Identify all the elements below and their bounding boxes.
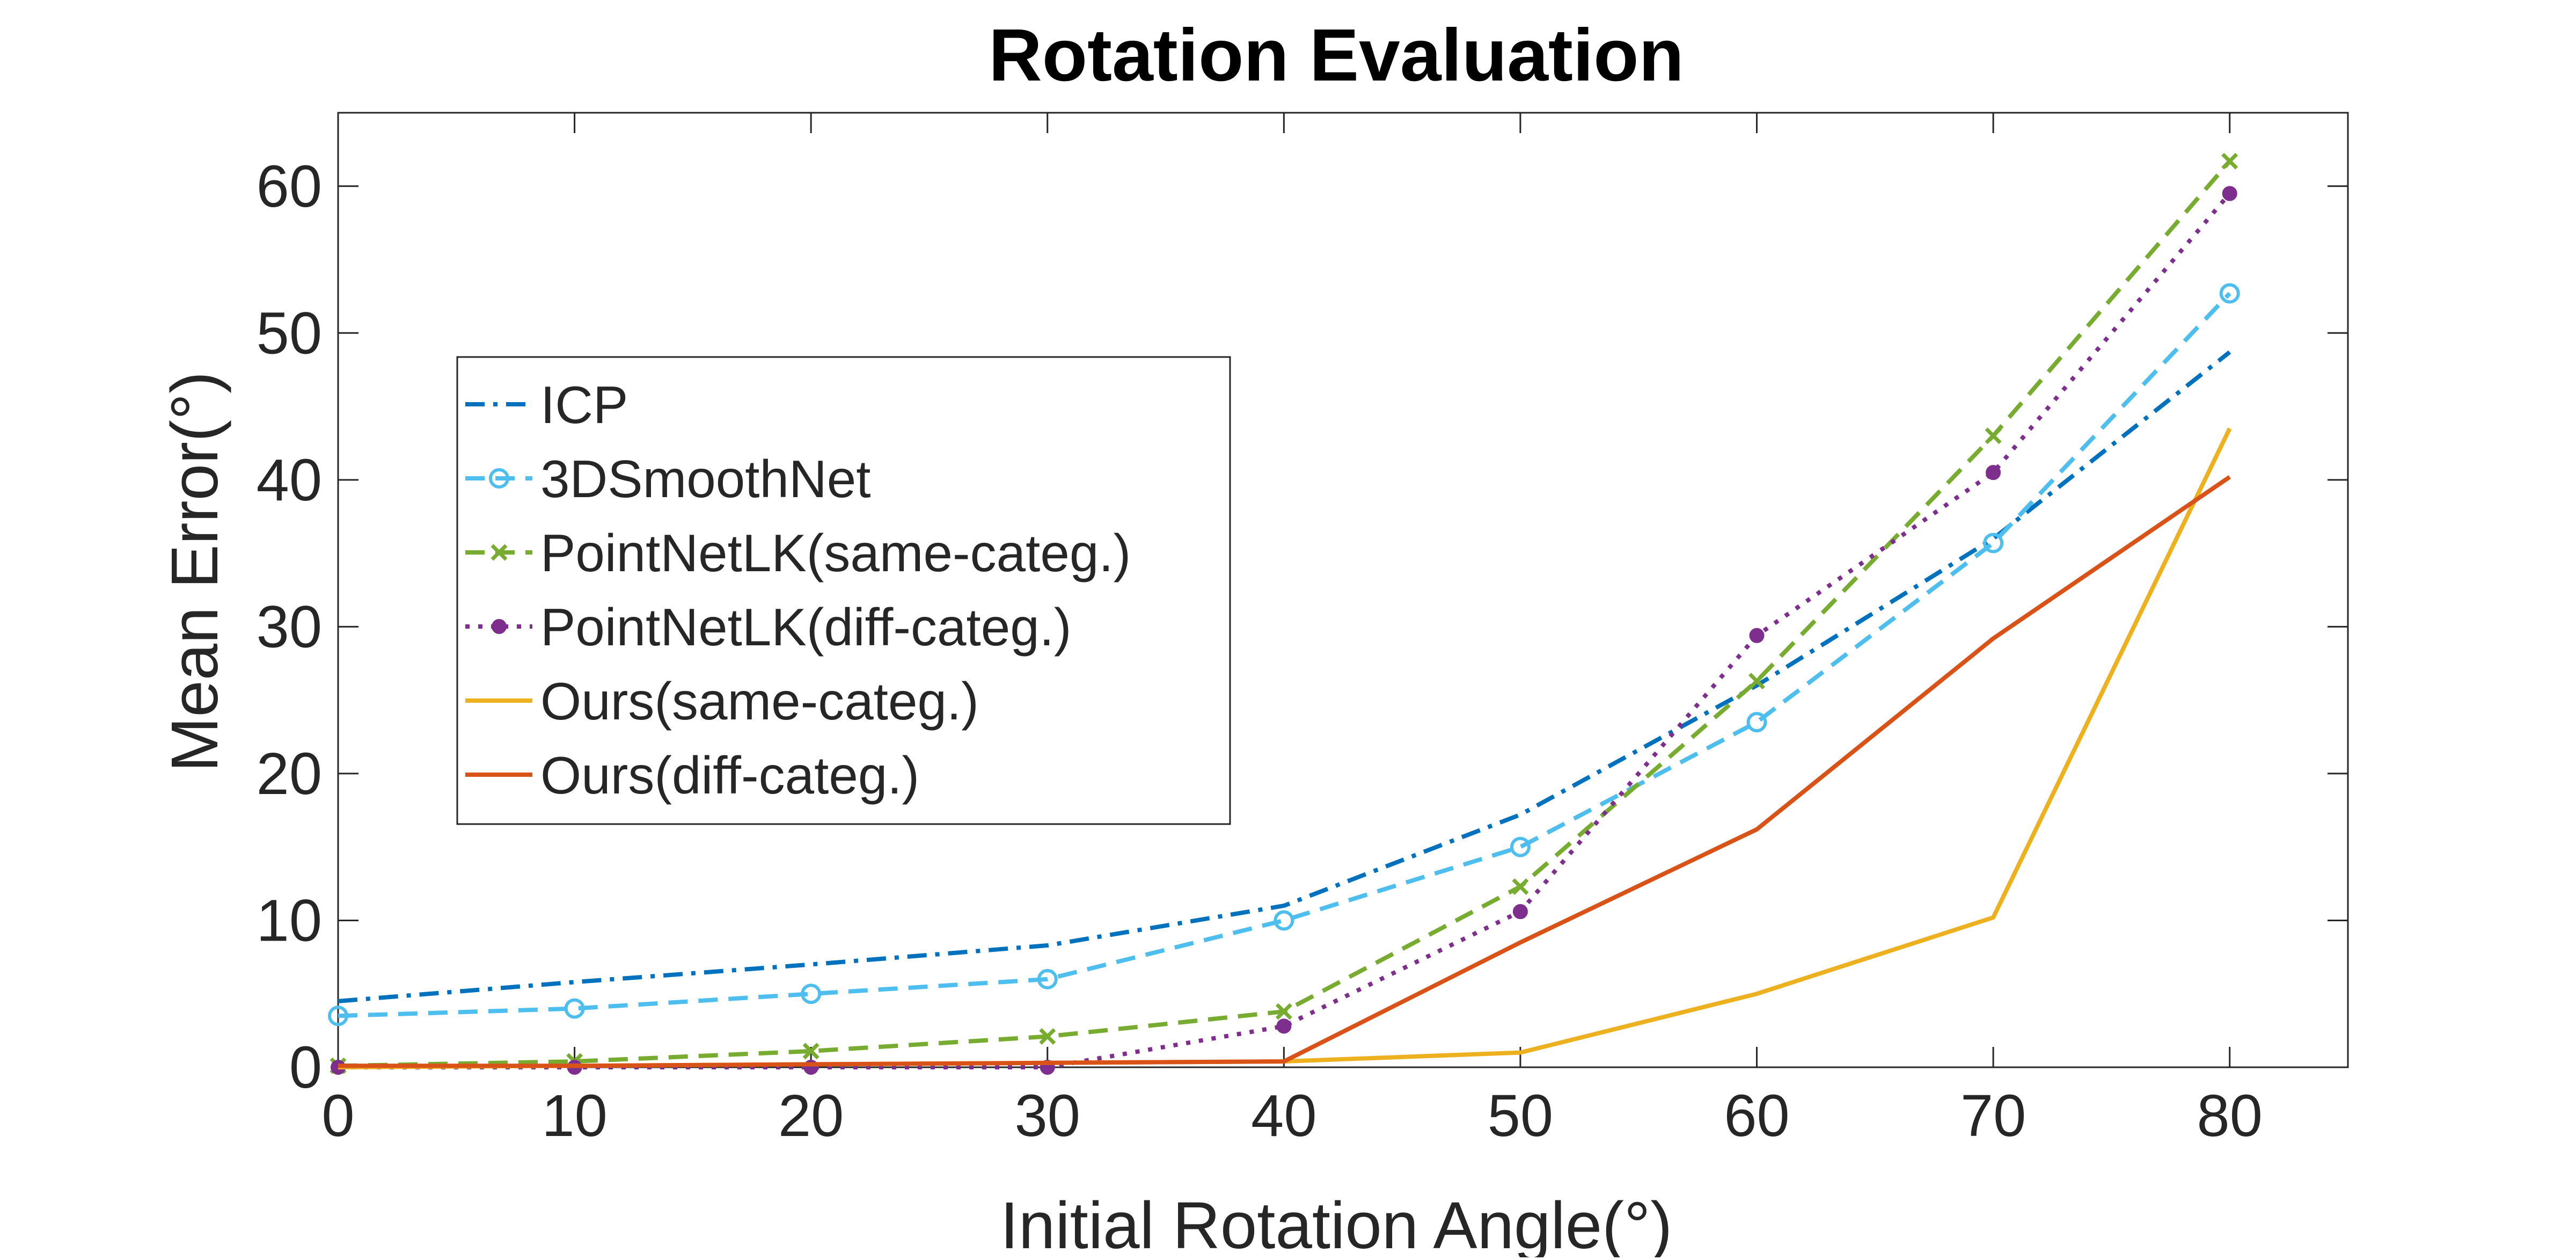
data-point: [1512, 878, 1529, 895]
x-tick-label: 60: [1724, 1083, 1789, 1149]
y-tick-label: 60: [257, 154, 322, 220]
series-3dsmoothnet: [328, 283, 2240, 1026]
y-axis-label: Mean Error(°): [158, 372, 232, 772]
legend-label: 3DSmoothNet: [540, 449, 871, 508]
data-point: [801, 984, 822, 1004]
series-line: [338, 350, 2231, 1003]
x-tick-label: 50: [1488, 1083, 1553, 1149]
legend-label: Ours(diff-categ.): [540, 746, 919, 805]
x-axis-label: Initial Rotation Angle(°): [1000, 1189, 1673, 1257]
data-point: [802, 1043, 819, 1060]
series-line: [338, 475, 2231, 1068]
x-marker-stroke: [491, 544, 508, 561]
x-tick-label: 40: [1251, 1083, 1316, 1149]
data-point: [1510, 836, 1531, 857]
data-point: [1985, 427, 2002, 445]
legend-box: [456, 356, 1231, 825]
x-tick-label: 0: [321, 1083, 354, 1149]
data-point: [1748, 673, 1766, 690]
plot-area-frame: [337, 112, 2349, 1068]
data-point: [1512, 904, 1528, 920]
legend: ICP 3DSmoothNet PointNetLK(same-categ.) Poi…: [456, 356, 1231, 825]
legend-label: PointNetLK(same-categ.): [540, 523, 1131, 582]
data-point: [2219, 283, 2240, 304]
x-tick-label: 30: [1015, 1083, 1080, 1149]
x-tick-label: 80: [2197, 1083, 2263, 1149]
series-line: [338, 192, 2231, 1069]
y-tick-label: 30: [257, 594, 322, 660]
data-point: [1274, 910, 1294, 931]
x-marker-stroke: [1748, 673, 1766, 690]
data-point: [1037, 968, 1058, 989]
x-marker-stroke: [1985, 427, 2002, 445]
data-point: [2221, 152, 2238, 170]
legend-marker: [489, 468, 509, 489]
legend-item: PointNetLK(diff-categ.): [465, 598, 1072, 657]
y-tick-label: 10: [257, 887, 322, 953]
series-pointnetlk-same-categ: [330, 152, 2238, 1074]
legend-item: Ours(same-categ.): [465, 672, 979, 731]
x-tick-label: 70: [1960, 1083, 2026, 1149]
data-point: [1276, 1018, 1292, 1034]
x-tick-label: 20: [778, 1083, 844, 1149]
legend-item: PointNetLK(same-categ.): [465, 523, 1131, 582]
data-point: [1039, 1028, 1056, 1045]
data-point: [1983, 533, 2004, 553]
data-point: [1749, 628, 1765, 643]
y-tick-label: 50: [257, 300, 322, 366]
legend-item: ICP: [465, 375, 628, 434]
legend-label: ICP: [540, 375, 628, 434]
series-ours-diff-categ: [338, 475, 2231, 1068]
data-point: [328, 1006, 348, 1026]
y-tick-label: 20: [257, 741, 322, 807]
x-tick-label: 10: [541, 1083, 607, 1149]
legend-label: PointNetLK(diff-categ.): [540, 598, 1072, 657]
x-marker-stroke: [2221, 152, 2238, 170]
legend-marker: [492, 619, 507, 634]
x-marker-stroke: [802, 1043, 819, 1060]
x-marker-stroke: [1512, 878, 1529, 895]
series-icp: [338, 350, 2231, 1003]
legend-item: Ours(diff-categ.): [465, 746, 919, 805]
legend-label: Ours(same-categ.): [540, 672, 979, 731]
x-marker-stroke: [1275, 1003, 1292, 1020]
legend-item: 3DSmoothNet: [465, 449, 871, 508]
data-point: [1275, 1003, 1292, 1020]
data-point: [2222, 186, 2237, 201]
y-tick-label: 0: [289, 1035, 322, 1101]
data-point: [1986, 465, 2001, 480]
data-point: [1746, 712, 1767, 733]
data-point: [564, 998, 585, 1019]
x-marker-stroke: [1039, 1028, 1056, 1045]
y-tick-label: 40: [257, 447, 322, 513]
legend-marker: [491, 544, 508, 561]
series-line: [338, 292, 2231, 1018]
chart-title: Rotation Evaluation: [989, 14, 1684, 97]
